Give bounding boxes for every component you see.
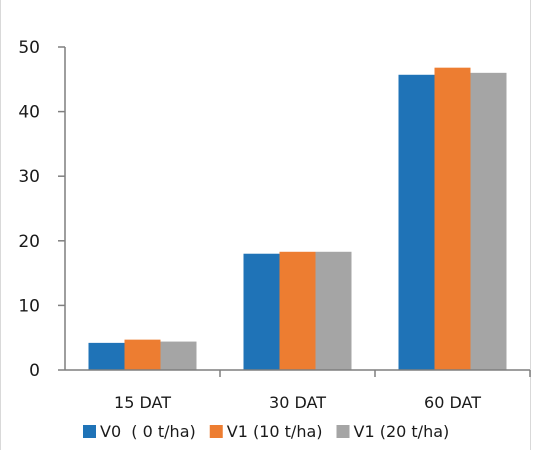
y-tick-label: 10 — [18, 296, 40, 316]
x-category-label: 30 DAT — [269, 393, 326, 412]
bar-1-1 — [88, 342, 125, 370]
y-tick-label: 50 — [18, 38, 40, 58]
legend-label: V0 ( 0 t/ha) — [100, 422, 196, 441]
legend: V0 ( 0 t/ha) V1 (10 t/ha) V1 (20 t/ha) — [83, 422, 449, 441]
bar-2-3 — [434, 67, 471, 370]
legend-swatch — [83, 425, 96, 438]
x-axis: 15 DAT 30 DAT 60 DAT — [65, 369, 531, 412]
y-axis: 0 10 20 30 40 50 — [18, 38, 66, 381]
legend-label: V1 (10 t/ha) — [227, 422, 323, 441]
bar-3-3 — [470, 72, 507, 370]
bar-1-3 — [398, 74, 435, 370]
y-tick-label: 30 — [18, 167, 40, 187]
legend-swatch — [336, 425, 350, 438]
y-tick-label: 40 — [18, 103, 40, 123]
bar-2-1 — [124, 339, 161, 370]
y-tick-label: 0 — [29, 361, 40, 381]
plot-area — [88, 67, 507, 370]
bar-2-2 — [279, 251, 316, 370]
legend-label: V1 (20 t/ha) — [354, 422, 450, 441]
legend-swatch — [209, 425, 223, 438]
x-category-label: 60 DAT — [424, 393, 481, 412]
x-category-label: 15 DAT — [114, 393, 171, 412]
bar-3-2 — [315, 251, 352, 370]
bar-1-2 — [243, 253, 280, 370]
y-tick-label: 20 — [18, 232, 40, 252]
bar-3-1 — [160, 341, 197, 370]
